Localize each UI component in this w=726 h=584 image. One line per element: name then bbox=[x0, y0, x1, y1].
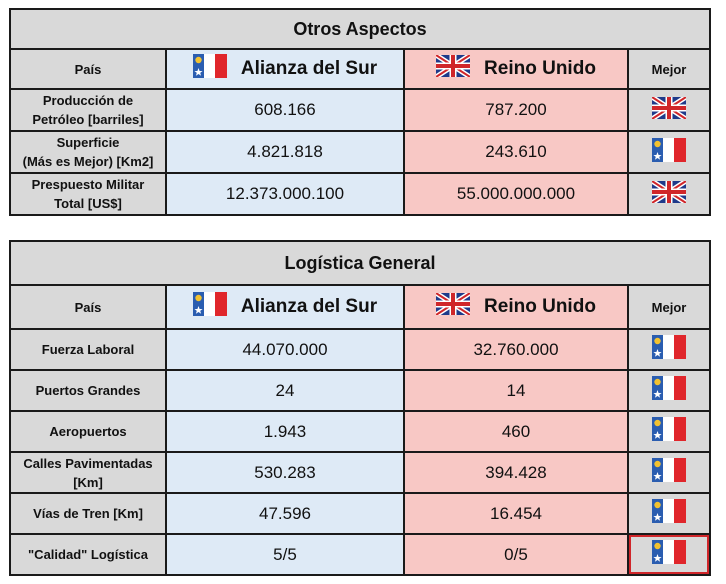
uk-value: 394.428 bbox=[403, 451, 629, 494]
column-header-uk: Reino Unido bbox=[403, 48, 629, 90]
table-row: Puertos Grandes 24 14 bbox=[9, 369, 711, 412]
table-title: Logística General bbox=[9, 240, 711, 286]
row-label-line: Petróleo [barriles] bbox=[32, 112, 144, 127]
alianza-flag-icon bbox=[652, 458, 686, 487]
alianza-header-label: Alianza del Sur bbox=[240, 58, 378, 79]
best-cell bbox=[627, 88, 711, 132]
row-label: Fuerza Laboral bbox=[9, 328, 167, 371]
column-header-best: Mejor bbox=[627, 284, 711, 330]
alianza-header-label: Alianza del Sur bbox=[240, 296, 378, 317]
table-row: "Calidad" Logística 5/5 0/5 bbox=[9, 533, 711, 576]
table-row: Fuerza Laboral 44.070.000 32.760.000 bbox=[9, 328, 711, 371]
column-header-country: País bbox=[9, 48, 167, 90]
alianza-value: 1.943 bbox=[165, 410, 405, 453]
best-cell bbox=[627, 172, 711, 216]
uk-value: 787.200 bbox=[403, 88, 629, 132]
row-label-line: Aeropuertos bbox=[49, 424, 127, 439]
row-label-line: Total [US$] bbox=[54, 196, 122, 211]
column-header-uk: Reino Unido bbox=[403, 284, 629, 330]
uk-value: 243.610 bbox=[403, 130, 629, 174]
alianza-flag-icon bbox=[652, 417, 686, 446]
column-header-best: Mejor bbox=[627, 48, 711, 90]
otros-aspectos-table: Otros Aspectos País Alianza del Sur Rein… bbox=[9, 8, 711, 216]
row-label-line: Superficie bbox=[56, 135, 120, 150]
row-label-line: Producción de bbox=[42, 93, 134, 108]
column-header-alianza: Alianza del Sur bbox=[165, 48, 405, 90]
uk-flag-icon bbox=[434, 290, 472, 321]
row-label: "Calidad" Logística bbox=[9, 533, 167, 576]
row-label-line: Prespuesto Militar bbox=[31, 177, 145, 192]
uk-value: 460 bbox=[403, 410, 629, 453]
alianza-value: 4.821.818 bbox=[165, 130, 405, 174]
row-label: Vías de Tren [Km] bbox=[9, 492, 167, 535]
alianza-value: 12.373.000.100 bbox=[165, 172, 405, 216]
row-label-line: "Calidad" Logística bbox=[28, 547, 148, 562]
uk-value: 55.000.000.000 bbox=[403, 172, 629, 216]
table-row: Calles Pavimentadas [Km] 530.283 394.428 bbox=[9, 451, 711, 494]
row-label-line: [Km] bbox=[73, 474, 103, 490]
table-title: Otros Aspectos bbox=[9, 8, 711, 50]
best-cell bbox=[627, 533, 711, 576]
row-label: Prespuesto Militar Total [US$] bbox=[9, 172, 167, 216]
uk-value: 16.454 bbox=[403, 492, 629, 535]
row-label-line: Vías de Tren [Km] bbox=[33, 506, 143, 521]
uk-header-label: Reino Unido bbox=[484, 296, 596, 317]
alianza-value: 44.070.000 bbox=[165, 328, 405, 371]
alianza-flag-icon bbox=[652, 499, 686, 528]
uk-flag-icon bbox=[434, 52, 472, 83]
alianza-flag-icon bbox=[652, 137, 686, 167]
row-label: Puertos Grandes bbox=[9, 369, 167, 412]
best-cell bbox=[627, 451, 711, 494]
uk-header-label: Reino Unido bbox=[484, 58, 596, 79]
row-label-line: Fuerza Laboral bbox=[41, 342, 135, 357]
alianza-flag-icon bbox=[192, 54, 227, 84]
best-cell bbox=[627, 130, 711, 174]
row-label: Producción de Petróleo [barriles] bbox=[9, 88, 167, 132]
best-cell bbox=[627, 492, 711, 535]
row-label: Calles Pavimentadas [Km] bbox=[9, 451, 167, 494]
uk-flag-icon bbox=[650, 178, 688, 208]
alianza-flag-icon bbox=[192, 292, 227, 322]
alianza-value: 608.166 bbox=[165, 88, 405, 132]
row-label: Superficie (Más es Mejor) [Km2] bbox=[9, 130, 167, 174]
row-label: Aeropuertos bbox=[9, 410, 167, 453]
column-header-country: País bbox=[9, 284, 167, 330]
uk-flag-icon bbox=[650, 94, 688, 124]
uk-value: 0/5 bbox=[403, 533, 629, 576]
best-cell bbox=[627, 369, 711, 412]
row-label-line: Puertos Grandes bbox=[35, 383, 141, 398]
logistica-general-table: Logística General País Alianza del Sur R… bbox=[9, 240, 711, 576]
table-row: Vías de Tren [Km] 47.596 16.454 bbox=[9, 492, 711, 535]
alianza-value: 47.596 bbox=[165, 492, 405, 535]
table-row: Aeropuertos 1.943 460 bbox=[9, 410, 711, 453]
best-cell bbox=[627, 328, 711, 371]
column-header-alianza: Alianza del Sur bbox=[165, 284, 405, 330]
alianza-flag-icon bbox=[652, 376, 686, 405]
row-label-line: Calles Pavimentadas bbox=[23, 455, 153, 471]
table-row: Prespuesto Militar Total [US$] 12.373.000.… bbox=[9, 172, 711, 216]
row-label-line: (Más es Mejor) [Km2] bbox=[22, 154, 154, 169]
best-cell bbox=[627, 410, 711, 453]
alianza-flag-icon bbox=[652, 540, 686, 569]
table-row: Producción de Petróleo [barriles] 608.166 7… bbox=[9, 88, 711, 132]
alianza-value: 5/5 bbox=[165, 533, 405, 576]
uk-value: 14 bbox=[403, 369, 629, 412]
alianza-value: 24 bbox=[165, 369, 405, 412]
alianza-flag-icon bbox=[652, 335, 686, 364]
uk-value: 32.760.000 bbox=[403, 328, 629, 371]
alianza-value: 530.283 bbox=[165, 451, 405, 494]
table-row: Superficie (Más es Mejor) [Km2] 4.821.818 2… bbox=[9, 130, 711, 174]
